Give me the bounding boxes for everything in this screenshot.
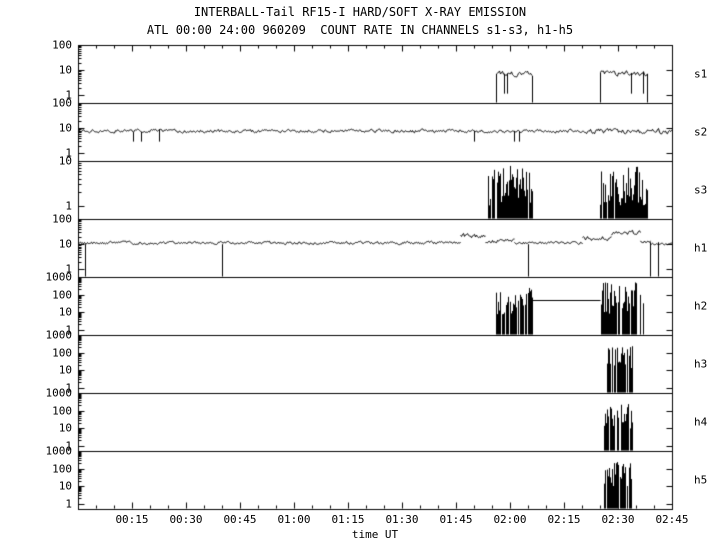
x-tick-label: 01:45 — [439, 513, 473, 526]
channel-label: s3 — [694, 183, 708, 197]
y-tick-label: 1 — [65, 146, 72, 160]
chart-title: INTERBALL-Tail RF15-I HARD/SOFT X-RAY EM… — [193, 5, 527, 19]
channel-label: h1 — [694, 241, 708, 255]
x-tick-label: 00:45 — [223, 513, 257, 526]
x-tick-label: 01:15 — [331, 513, 365, 526]
y-tick-label: 100 — [52, 404, 72, 418]
y-tick-label: 1 — [65, 323, 72, 337]
y-tick-label: 1000 — [45, 328, 73, 342]
channel-label: s2 — [694, 125, 708, 139]
y-tick-label: 10 — [58, 237, 72, 251]
x-axis-title: time UT — [351, 528, 399, 541]
chart-subtitle: ATL 00:00 24:00 960209 COUNT RATE IN CHA… — [146, 23, 574, 37]
y-tick-label: 1 — [65, 439, 72, 453]
y-tick-label: 100 — [52, 212, 72, 226]
y-tick-label: 1 — [65, 88, 72, 102]
channel-label: s1 — [694, 67, 708, 81]
x-tick-label: 00:15 — [115, 513, 149, 526]
y-tick-label: 1 — [65, 262, 72, 276]
y-tick-label: 1000 — [45, 270, 73, 284]
x-tick-label: 00:30 — [169, 513, 203, 526]
x-tick-label: 02:30 — [601, 513, 635, 526]
y-tick-label: 1 — [65, 199, 72, 213]
y-tick-label: 100 — [52, 288, 72, 302]
y-tick-label: 10 — [58, 479, 72, 493]
x-tick-label: 02:45 — [655, 513, 689, 526]
channel-label: h2 — [694, 299, 708, 313]
channel-label: h4 — [694, 415, 708, 429]
y-tick-label: 100 — [52, 96, 72, 110]
y-tick-label: 100 — [52, 462, 72, 476]
y-tick-label: 1 — [65, 381, 72, 395]
y-tick-label: 10 — [58, 63, 72, 77]
channel-label: h5 — [694, 473, 708, 487]
x-tick-label: 01:00 — [277, 513, 311, 526]
x-tick-label: 02:15 — [547, 513, 581, 526]
y-tick-label: 10 — [58, 363, 72, 377]
y-tick-label: 100 — [52, 346, 72, 360]
x-tick-label: 02:00 — [493, 513, 527, 526]
y-tick-label: 10 — [58, 421, 72, 435]
y-tick-label: 1000 — [45, 444, 73, 458]
y-tick-label: 1 — [65, 497, 72, 511]
x-tick-label: 01:30 — [385, 513, 419, 526]
channel-label: h3 — [694, 357, 708, 371]
y-tick-label: 100 — [52, 38, 72, 52]
y-tick-label: 10 — [58, 121, 72, 135]
y-tick-label: 10 — [58, 154, 72, 168]
y-tick-label: 1000 — [45, 386, 73, 400]
y-tick-label: 10 — [58, 305, 72, 319]
